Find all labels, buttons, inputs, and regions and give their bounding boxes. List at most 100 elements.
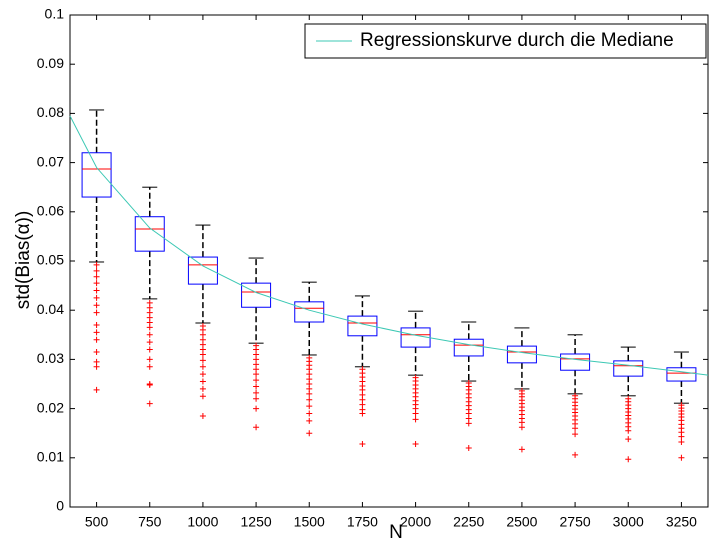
box xyxy=(613,360,644,377)
outlier xyxy=(146,356,153,363)
outlier xyxy=(199,351,206,358)
outlier xyxy=(518,424,525,431)
outlier xyxy=(93,336,100,343)
regression-line xyxy=(69,115,709,376)
outlier xyxy=(253,405,260,412)
outlier xyxy=(412,441,419,448)
y-tick-label: 0.05 xyxy=(37,252,64,268)
outlier xyxy=(199,371,206,378)
y-tick-label: 0.01 xyxy=(37,449,64,465)
y-tick-label: 0.1 xyxy=(45,6,65,22)
outlier xyxy=(253,377,260,384)
outlier xyxy=(93,287,100,294)
outlier xyxy=(412,416,419,423)
y-tick-label: 0.02 xyxy=(37,399,64,415)
y-tick-label: 0 xyxy=(56,498,64,514)
outlier xyxy=(199,363,206,370)
outlier xyxy=(146,363,153,370)
outlier xyxy=(306,430,313,437)
y-tick-label: 0.07 xyxy=(37,153,64,169)
outlier xyxy=(146,400,153,407)
outlier xyxy=(199,412,206,419)
outlier xyxy=(93,280,100,287)
x-tick-label: 2500 xyxy=(506,514,537,530)
outlier xyxy=(199,378,206,385)
y-tick-label: 0.08 xyxy=(37,104,64,120)
outlier xyxy=(465,420,472,427)
outlier xyxy=(93,363,100,370)
x-tick-label: 3000 xyxy=(613,514,644,530)
outlier xyxy=(146,381,153,388)
outlier xyxy=(412,410,419,417)
x-tick-label: 2250 xyxy=(453,514,484,530)
outlier xyxy=(625,436,632,443)
outlier xyxy=(678,433,685,440)
y-axis-label: std(Bias(α)) xyxy=(13,211,34,310)
box xyxy=(453,338,484,357)
outlier xyxy=(146,346,153,353)
x-tick-label: 2000 xyxy=(400,514,431,530)
x-tick-label: 1500 xyxy=(294,514,325,530)
box xyxy=(134,216,165,252)
outlier xyxy=(146,339,153,346)
outlier xyxy=(306,390,313,397)
y-tick-label: 0.06 xyxy=(37,203,64,219)
outlier xyxy=(93,349,100,356)
box xyxy=(187,256,218,285)
outlier xyxy=(93,386,100,393)
outlier xyxy=(199,357,206,364)
outlier xyxy=(146,331,153,338)
outlier xyxy=(199,385,206,392)
outlier xyxy=(359,441,366,448)
x-tick-label: 3250 xyxy=(666,514,697,530)
box xyxy=(294,301,325,323)
box xyxy=(241,282,272,308)
outlier xyxy=(253,395,260,402)
x-tick-label: 1750 xyxy=(347,514,378,530)
x-tick-label: 1250 xyxy=(241,514,272,530)
outlier xyxy=(572,451,579,458)
x-axis-label: N xyxy=(389,522,403,543)
outlier xyxy=(253,389,260,396)
outlier xyxy=(306,410,313,417)
outlier xyxy=(678,439,685,446)
outlier xyxy=(93,329,100,336)
x-tick-label: 2750 xyxy=(560,514,591,530)
outlier xyxy=(253,424,260,431)
y-tick-label: 0.03 xyxy=(37,350,64,366)
outlier xyxy=(306,396,313,403)
outlier xyxy=(518,446,525,453)
legend-box xyxy=(304,23,707,59)
outlier xyxy=(93,273,100,280)
outlier xyxy=(199,393,206,400)
outlier xyxy=(572,425,579,432)
box xyxy=(666,367,697,382)
outlier xyxy=(93,302,100,309)
x-tick-label: 1000 xyxy=(187,514,218,530)
outlier xyxy=(93,294,100,301)
outlier xyxy=(93,321,100,328)
legend-label: Regressionskurve durch die Mediane xyxy=(360,30,674,51)
plot-area xyxy=(69,14,709,508)
outlier xyxy=(93,267,100,274)
outlier xyxy=(306,403,313,410)
x-tick-label: 750 xyxy=(138,514,162,530)
outlier xyxy=(146,324,153,331)
outlier xyxy=(572,431,579,438)
outlier xyxy=(93,261,100,268)
outlier xyxy=(625,456,632,463)
box xyxy=(560,353,591,371)
outlier xyxy=(678,454,685,461)
outlier xyxy=(306,417,313,424)
outlier xyxy=(93,309,100,316)
x-tick-label: 500 xyxy=(85,514,109,530)
outlier xyxy=(253,383,260,390)
y-tick-label: 0.04 xyxy=(37,301,64,317)
outlier xyxy=(465,444,472,451)
outlier xyxy=(359,410,366,417)
box xyxy=(81,152,112,198)
outlier xyxy=(625,427,632,434)
outlier xyxy=(253,371,260,378)
y-tick-label: 0.09 xyxy=(37,55,64,71)
